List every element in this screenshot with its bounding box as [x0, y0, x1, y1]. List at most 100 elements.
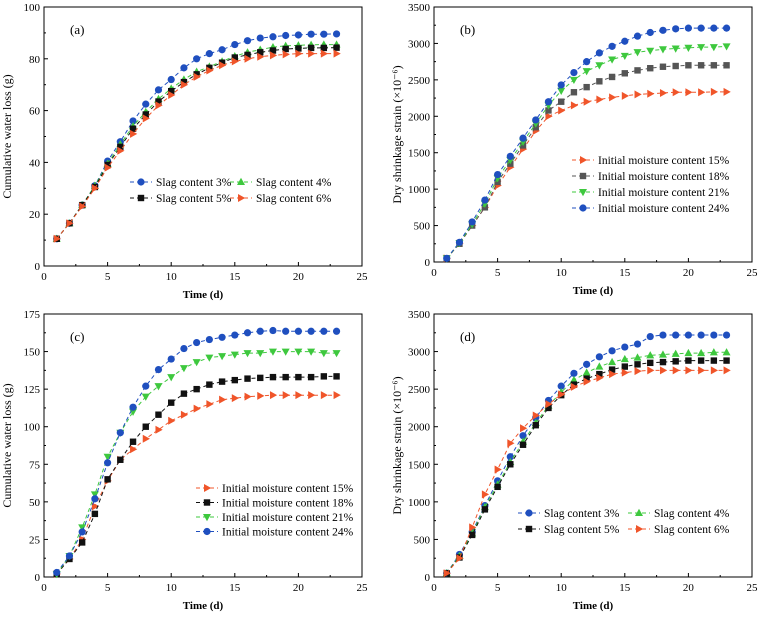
data-point: [130, 129, 138, 138]
data-point: [205, 354, 214, 362]
data-point: [494, 465, 502, 474]
data-point: [710, 357, 718, 364]
data-point: [519, 134, 527, 142]
data-point: [532, 422, 539, 429]
data-point: [307, 348, 316, 356]
data-point: [709, 44, 718, 52]
data-point: [672, 366, 680, 375]
data-point: [558, 390, 566, 399]
y-tick-label: 1500: [408, 459, 431, 471]
y-tick-label: 3000: [408, 38, 431, 50]
data-point: [91, 184, 100, 193]
data-point: [557, 81, 565, 89]
data-point: [608, 357, 617, 366]
y-tick-label: 1000: [408, 184, 431, 196]
legend-label: Slag content 5%: [544, 524, 620, 536]
data-point: [621, 37, 629, 45]
data-point: [671, 349, 680, 357]
legend-label: Initial moisture content 21%: [222, 512, 354, 524]
data-point: [469, 523, 477, 532]
data-point: [307, 44, 315, 52]
data-point: [671, 45, 680, 53]
x-tick-label: 5: [105, 582, 111, 594]
data-point: [545, 404, 552, 412]
data-point: [507, 461, 514, 468]
x-tick-label: 10: [166, 271, 178, 283]
data-point: [532, 116, 540, 124]
data-point: [281, 348, 290, 356]
x-tick-label: 15: [229, 582, 241, 594]
data-point: [53, 568, 61, 577]
data-point: [710, 366, 719, 375]
series-line-1: [56, 33, 337, 240]
legend-label: Slag content 5%: [156, 193, 232, 205]
data-point: [507, 439, 515, 448]
x-tick-label: 0: [41, 582, 47, 594]
data-point: [722, 331, 731, 339]
data-point: [532, 411, 540, 420]
data-point: [154, 366, 163, 374]
y-axis-title: Dry shrinkage strain (×10⁻⁶): [390, 376, 404, 514]
data-point: [168, 399, 175, 406]
data-point: [698, 366, 706, 375]
data-point: [180, 390, 188, 397]
y-axis-title: Dry shrinkage strain (×10⁻⁶): [390, 65, 404, 203]
data-point: [141, 393, 150, 401]
data-point: [685, 357, 692, 364]
x-tick-label: 20: [683, 582, 695, 594]
data-point: [468, 218, 476, 226]
legend-label: Initial moisture content 15%: [222, 483, 354, 495]
data-point: [633, 32, 642, 40]
data-point: [244, 375, 251, 382]
y-tick-label: 1000: [408, 497, 431, 509]
data-point: [257, 52, 265, 61]
x-tick-label: 10: [166, 582, 178, 594]
data-point: [672, 88, 680, 97]
data-point: [583, 377, 591, 386]
data-point: [697, 44, 706, 52]
x-tick-label: 25: [357, 582, 369, 594]
data-point: [634, 367, 642, 376]
x-tick-label: 0: [41, 271, 47, 283]
data-point: [621, 368, 629, 377]
data-point: [117, 143, 124, 151]
data-point: [570, 89, 578, 96]
data-point: [659, 358, 667, 366]
legend-label: Slag content 6%: [256, 193, 332, 205]
data-point: [596, 373, 604, 382]
data-point: [608, 366, 616, 373]
data-point: [155, 411, 162, 418]
legend-label: Slag content 4%: [654, 508, 730, 520]
data-point: [206, 64, 213, 72]
data-point: [647, 89, 655, 98]
series-line-3: [446, 360, 727, 574]
data-point: [179, 365, 188, 373]
data-point: [722, 43, 731, 51]
data-point: [231, 376, 238, 384]
data-point: [620, 52, 629, 61]
x-tick-label: 5: [105, 271, 111, 283]
legend-marker: [203, 514, 211, 522]
legend-marker: [137, 194, 145, 202]
legend-label: Initial moisture content 24%: [222, 527, 354, 539]
data-point: [282, 391, 290, 400]
x-tick-label: 15: [619, 267, 631, 279]
data-point: [104, 459, 112, 467]
data-point: [583, 83, 590, 91]
data-point: [658, 350, 667, 358]
data-point: [659, 26, 667, 34]
data-point: [168, 91, 176, 100]
data-point: [468, 531, 476, 539]
data-point: [633, 49, 642, 57]
data-point: [672, 62, 679, 70]
data-point: [333, 44, 340, 51]
data-point: [79, 202, 87, 211]
data-point: [90, 491, 99, 499]
data-point: [672, 358, 679, 365]
data-point: [193, 385, 200, 393]
data-point: [269, 326, 277, 335]
data-point: [320, 391, 329, 400]
data-point: [269, 391, 278, 400]
data-point: [621, 91, 629, 100]
panel-label: (c): [70, 329, 84, 344]
